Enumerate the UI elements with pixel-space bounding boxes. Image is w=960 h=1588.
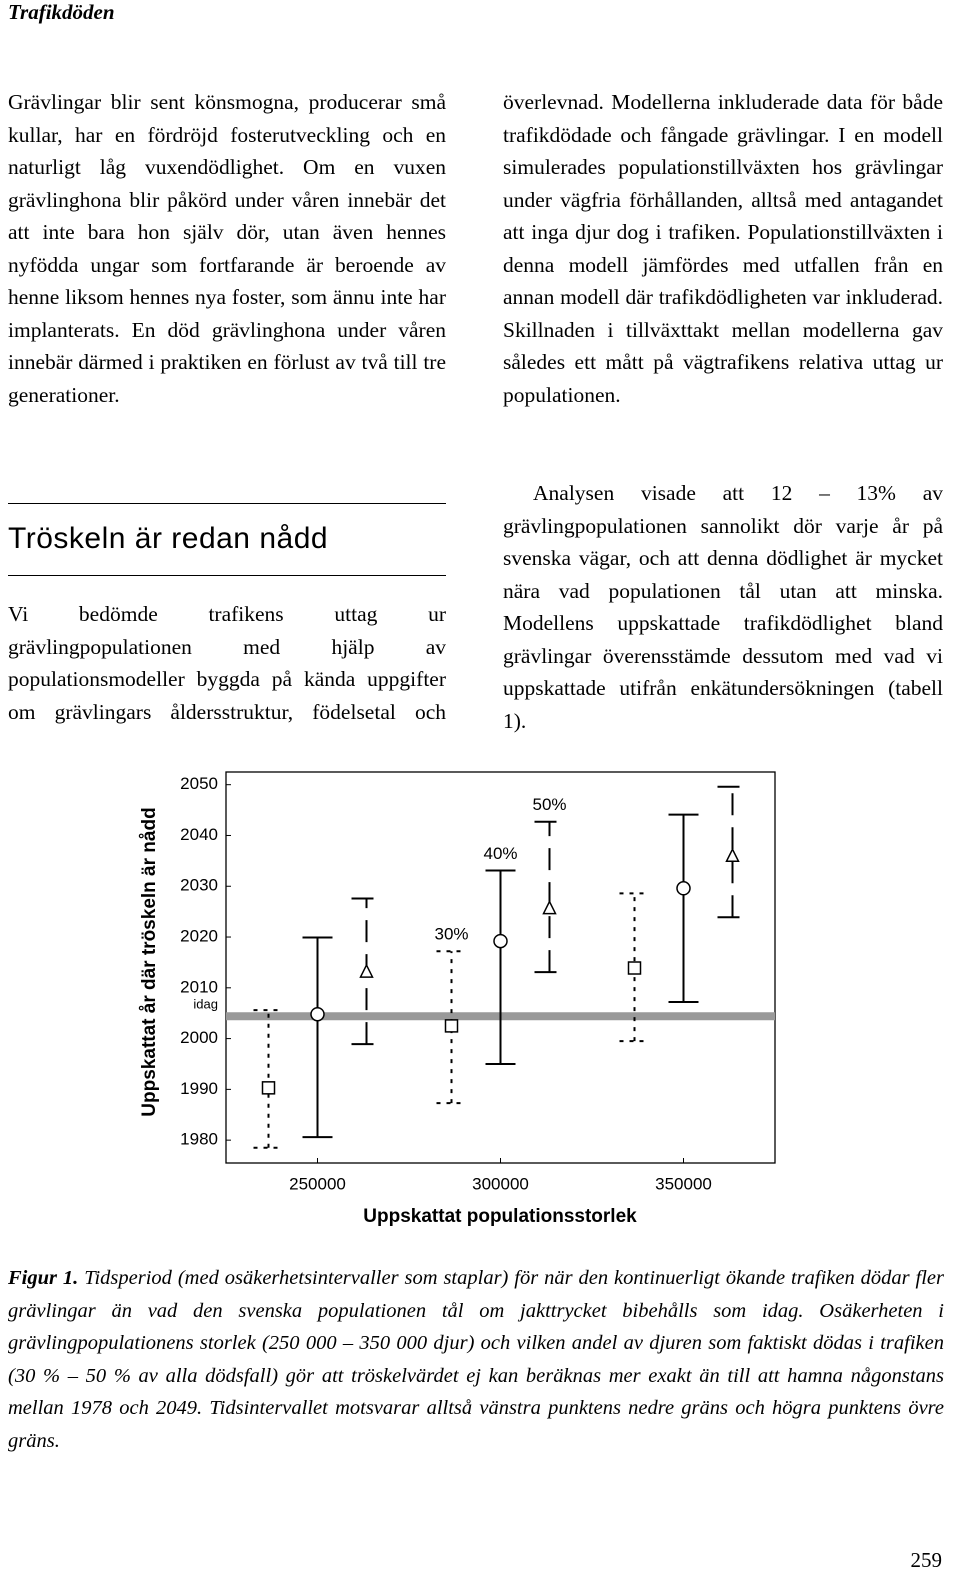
- series-label: 50%: [532, 795, 566, 814]
- marker: [359, 963, 374, 978]
- paragraph: Vi bedömde trafikens uttag ur grävlingpo…: [8, 602, 446, 724]
- marker: [310, 1006, 325, 1022]
- y-tick-label: 1980: [180, 1130, 218, 1149]
- y-tick-label: 2050: [180, 774, 218, 793]
- reference-label: idag: [193, 997, 218, 1012]
- x-tick-label: 250000: [289, 1174, 346, 1193]
- series-label: 30%: [434, 925, 468, 944]
- caption-text: Tidsperiod (med osäkerhetsintervaller so…: [8, 1267, 945, 1452]
- y-tick-label: 2020: [180, 927, 218, 946]
- section-heading: Tröskeln är redan nådd: [8, 522, 329, 555]
- series-label: 40%: [483, 844, 517, 863]
- chart: Uppskattat populationsstorlek Uppskattat…: [139, 771, 776, 1227]
- figure-caption: Figur 1. Tidsperiod (med osäkerhetsinter…: [8, 1262, 944, 1457]
- y-axis-label: Uppskattat år där tröskeln är nådd: [139, 807, 160, 1116]
- y-tick-label: 2030: [180, 876, 218, 895]
- marker: [542, 899, 557, 915]
- marker: [444, 1019, 459, 1033]
- marker: [676, 881, 691, 896]
- rule: [8, 503, 446, 504]
- page-number: 259: [910, 1548, 943, 1572]
- x-tick-label: 300000: [472, 1174, 529, 1193]
- rule: [8, 575, 446, 576]
- marker: [493, 933, 508, 949]
- running-header: Trafikdöden: [8, 0, 115, 24]
- x-tick-label: 350000: [655, 1174, 712, 1193]
- y-tick-label: 2000: [180, 1028, 218, 1047]
- paragraph: Analysen visade att 12 – 13% av grävling…: [503, 481, 943, 733]
- marker: [627, 961, 642, 975]
- y-tick-label: 2010: [180, 977, 218, 996]
- marker: [261, 1081, 276, 1095]
- y-tick-label: 2040: [180, 825, 218, 844]
- x-axis-label: Uppskattat populationsstorlek: [363, 1206, 637, 1227]
- paragraph: Grävlingar blir sent könsmogna, producer…: [8, 90, 446, 407]
- paragraph: överlevnad. Modellerna inkluderade data …: [503, 90, 943, 407]
- y-tick-label: 1990: [180, 1079, 218, 1098]
- caption-label: Figur 1.: [8, 1267, 79, 1289]
- marker: [725, 847, 740, 863]
